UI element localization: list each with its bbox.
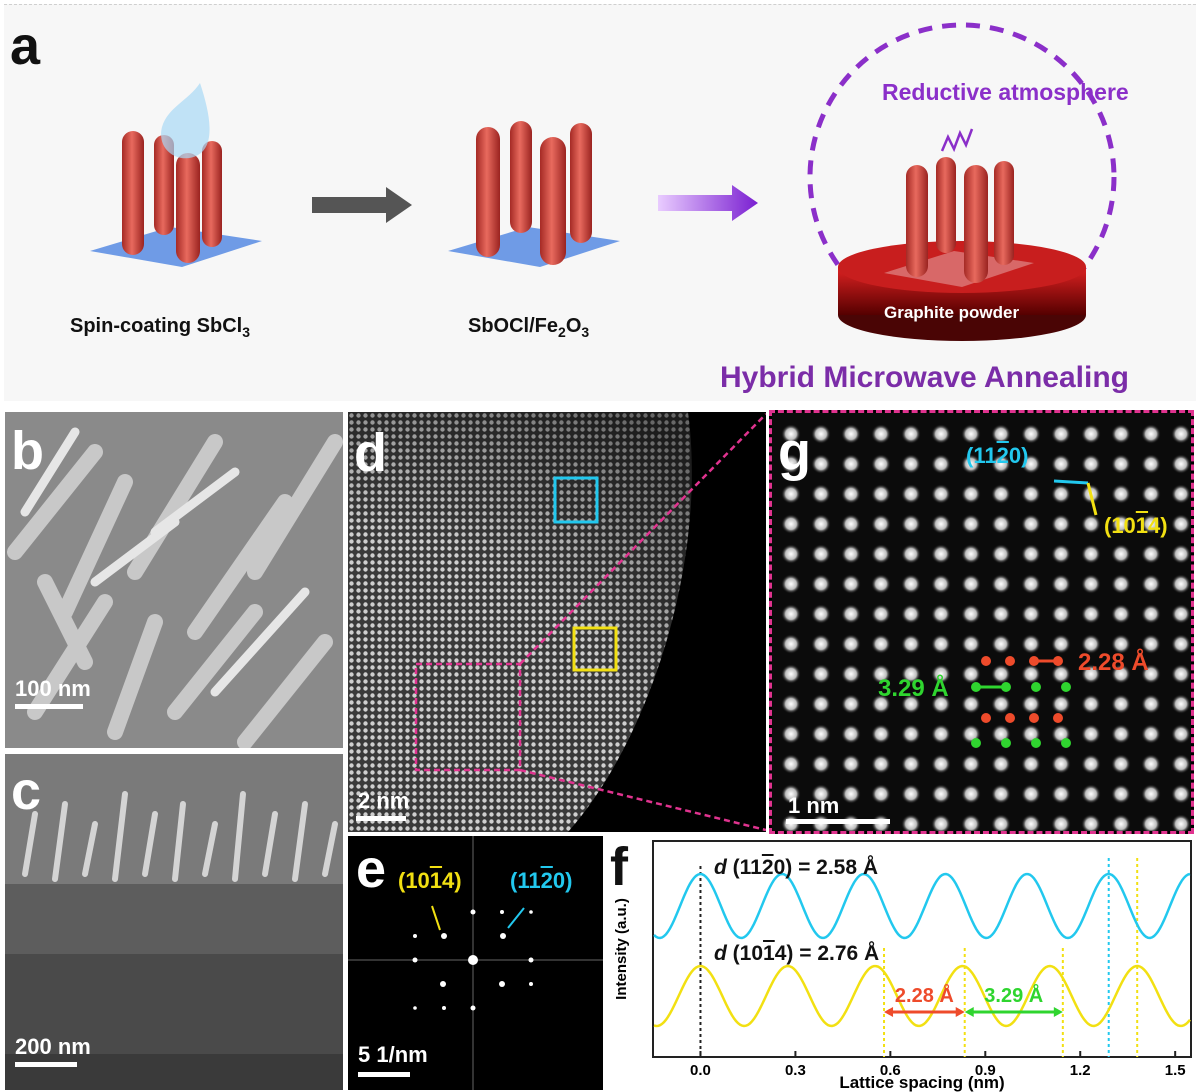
scale-bar-b xyxy=(15,704,83,709)
arrow-head xyxy=(964,1007,974,1017)
series-line xyxy=(653,872,1191,940)
atomic-lattice xyxy=(772,413,1191,831)
fft-label-1014: (1014) xyxy=(398,868,462,893)
panel-f-line-profile: 0.0 0.3 0.6 0.9 1.2 1.5 2.28 Å 3.29 Å Lattice … xyxy=(604,836,1200,1092)
panel-e-fft-pattern: e (1014) (1120) 5 1/nm xyxy=(348,836,603,1090)
panel-letter-d: d xyxy=(354,423,387,483)
arrow-head xyxy=(1053,1007,1063,1017)
series-line xyxy=(653,964,1191,1028)
line-profile-chart: 0.0 0.3 0.6 0.9 1.2 1.5 2.28 Å 3.29 Å Lattice … xyxy=(613,840,1192,1092)
scale-bar-e xyxy=(358,1072,410,1077)
arrow-purple xyxy=(658,185,758,221)
x-axis-label: Lattice spacing (nm) xyxy=(839,1073,1004,1092)
x-tick-label: 0.6 xyxy=(880,1062,901,1079)
arrow-head xyxy=(884,1007,894,1017)
scale-label-g: 1 nm xyxy=(788,793,840,818)
x-tick-label: 1.2 xyxy=(1070,1062,1091,1079)
panel-letter-e: e xyxy=(356,839,387,899)
microwave-wave xyxy=(940,128,974,153)
arrow-gray xyxy=(312,187,412,223)
haadf-lattice xyxy=(348,412,766,832)
panel-letter-b: b xyxy=(11,421,44,481)
series-label-cyan: d (1120) = 2.58 Å xyxy=(714,856,879,879)
nanorods-3 xyxy=(906,157,1014,283)
panel-letter-c: c xyxy=(11,761,42,821)
plane-label-1014: (1014) xyxy=(1104,513,1168,538)
red-dots xyxy=(981,656,1063,723)
step2-label: SbOCl/Fe2O3 xyxy=(468,315,590,340)
spacing-label-329: 3.29 Å xyxy=(878,675,949,702)
fft-label-1120: (1120) xyxy=(510,868,573,893)
spacing-annotation: 2.28 Å xyxy=(895,983,954,1007)
scale-label-d: 2 nm xyxy=(358,788,410,813)
process-label: Hybrid Microwave Annealing xyxy=(720,361,1129,394)
schematic-illustration xyxy=(90,22,1117,341)
droplet xyxy=(161,83,210,159)
nanorods-2 xyxy=(476,121,592,265)
fft-pattern xyxy=(348,836,603,1090)
atmosphere-circle xyxy=(807,22,1117,332)
step1-label: Spin-coating SbCl3 xyxy=(70,315,251,340)
y-axis-label: Intensity (a.u.) xyxy=(613,898,630,1000)
spacing-annotation: 3.29 Å xyxy=(984,983,1043,1007)
x-tick-label: 0.3 xyxy=(785,1062,806,1079)
plane-label-1120: (1120) xyxy=(966,443,1029,468)
panel-c-sem-cross-section: c 200 nm xyxy=(5,754,343,1090)
scale-label-b: 100 nm xyxy=(15,676,91,701)
cyan-box xyxy=(553,476,599,524)
x-tick-label: 0.9 xyxy=(975,1062,996,1079)
panel-b-sem-image: b 100 nm xyxy=(5,412,343,748)
panel-letter-a: a xyxy=(10,16,41,76)
sem-cross-section xyxy=(5,754,343,1090)
green-dots xyxy=(971,682,1071,748)
panel-letter-g: g xyxy=(778,422,811,482)
spacing-label-228: 2.28 Å xyxy=(1078,649,1149,676)
substrate-2 xyxy=(448,227,620,267)
panel-d-haadf-image: d 2 nm xyxy=(348,412,766,832)
sem-top-view xyxy=(5,412,343,748)
scale-label-e: 5 1/nm xyxy=(358,1042,428,1067)
x-tick-label: 1.5 xyxy=(1165,1062,1186,1079)
graphite-label: Graphite powder xyxy=(884,303,1020,322)
nanorods-1 xyxy=(122,131,222,263)
panel-g-atomic-image: g (1120) (1014) 2.28 Å 3.29 Å 1 nm xyxy=(769,410,1194,834)
scale-bar-g xyxy=(786,819,890,824)
scale-label-c: 200 nm xyxy=(15,1034,91,1059)
panel-letter-f: f xyxy=(610,837,628,897)
panel-a: a Spin-coating SbCl3 SbOCl/Fe2O3 Reducti… xyxy=(4,4,1196,401)
scale-bar-d xyxy=(356,816,406,821)
atmosphere-label: Reductive atmosphere xyxy=(882,79,1129,105)
scale-bar-c xyxy=(15,1062,77,1067)
series-label-yellow: d (1014) = 2.76 Å xyxy=(714,942,880,965)
x-tick-label: 0.0 xyxy=(690,1062,711,1079)
arrow-head xyxy=(955,1007,965,1017)
yellow-box xyxy=(572,626,618,672)
magenta-box xyxy=(414,662,522,772)
